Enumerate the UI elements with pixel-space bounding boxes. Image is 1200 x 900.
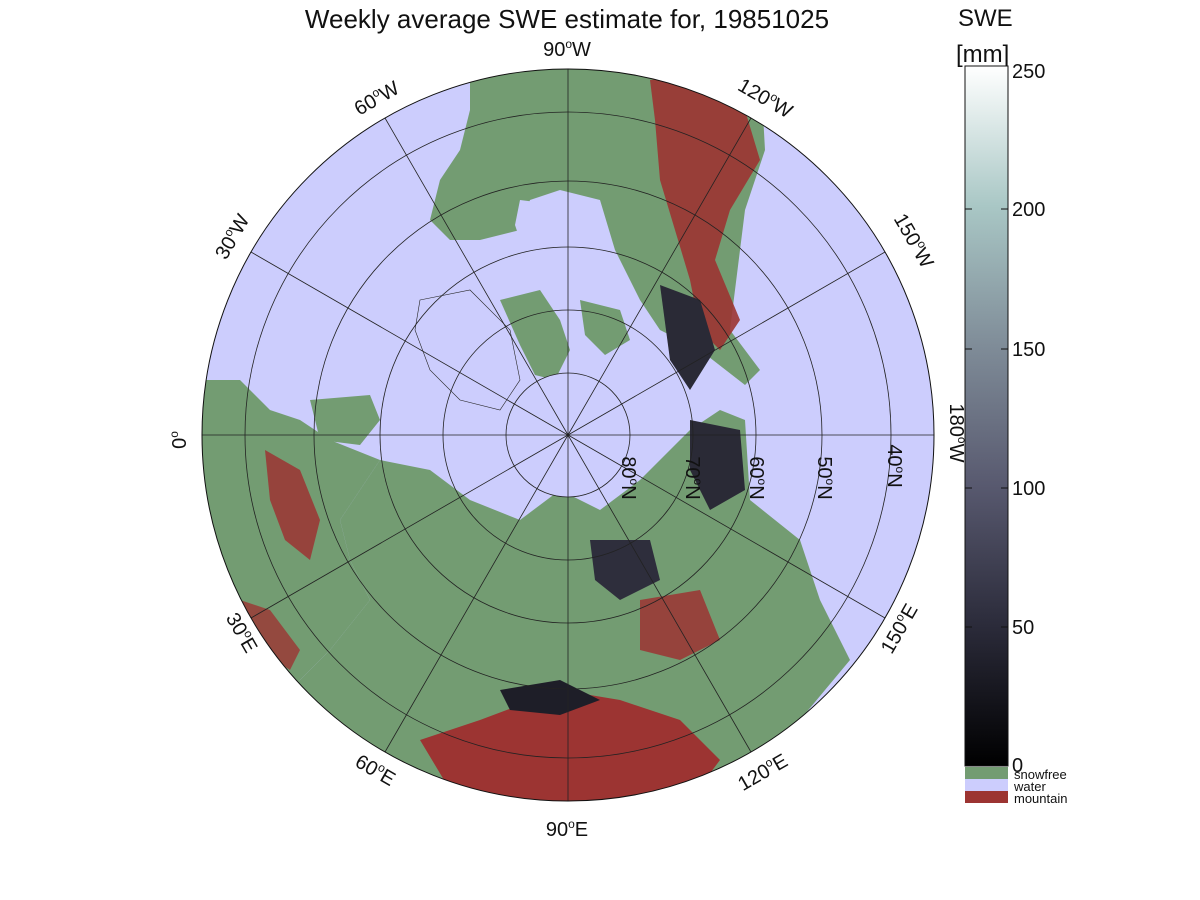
- colorbar-tick-100: 100: [1012, 478, 1045, 500]
- lon-label-90e: 90oE: [546, 817, 588, 841]
- lat-label-60n: 60oN: [745, 456, 769, 499]
- lon-label-150w: 150oW: [889, 209, 939, 272]
- colorbar-title-line1: SWE: [958, 5, 1013, 32]
- colorbar-category-snowfree-swatch: [965, 767, 1008, 779]
- colorbar-tick-150: 150: [1012, 339, 1045, 361]
- lat-label-50n: 50oN: [813, 456, 837, 499]
- colorbar: SWE [mm] 0 50 100 150 200 250 snowfree w…: [956, 5, 1067, 806]
- swe-snow-patch-canada: [660, 285, 715, 390]
- arctic-islands-2: [580, 300, 630, 355]
- polar-map: [202, 69, 934, 801]
- lat-label-40n: 40oN: [883, 444, 907, 487]
- colorbar-category-water-swatch: [965, 779, 1008, 791]
- colorbar-category-snowfree: snowfree: [1014, 767, 1067, 782]
- greenland-ice: [414, 289, 521, 411]
- colorbar-tick-250: 250: [1012, 61, 1045, 83]
- map-title: Weekly average SWE estimate for, 1985102…: [305, 4, 829, 34]
- swe-snow-patch-siberia: [690, 420, 745, 510]
- hudson-bay: [515, 200, 585, 275]
- lon-label-0: 0o: [167, 431, 191, 449]
- latitude-labels: 80oN 70oN 60oN 50oN 40oN: [617, 444, 907, 499]
- lat-label-80n: 80oN: [617, 456, 641, 499]
- colorbar-tick-50: 50: [1012, 617, 1034, 639]
- lon-label-30w: 30oW: [210, 210, 255, 264]
- greenland-land: [310, 395, 380, 445]
- himalaya-mountain: [420, 690, 720, 801]
- lon-label-90w: 90oW: [543, 37, 591, 61]
- arctic-islands: [500, 290, 570, 380]
- alps-mountain: [240, 600, 300, 670]
- swe-snow-patch-central: [590, 540, 660, 600]
- colorbar-category-mountain: mountain: [1014, 791, 1067, 806]
- rockies-mountain: [650, 75, 760, 350]
- colorbar-category-water: water: [1013, 779, 1046, 794]
- map-border: [201, 68, 935, 802]
- colorbar-ticks: [965, 208, 1008, 628]
- colorbar-category-mountain-swatch: [965, 791, 1008, 803]
- colorbar-tick-200: 200: [1012, 199, 1045, 221]
- scandinavia-mountain: [265, 450, 320, 560]
- siberia-mountain: [640, 590, 720, 660]
- colorbar-tick-0: 0: [1012, 755, 1023, 777]
- lon-label-180w: 180oW: [945, 404, 969, 463]
- colorbar-title-line2: [mm]: [956, 41, 1009, 68]
- lat-label-70n: 70oN: [681, 456, 705, 499]
- colorbar-gradient: [964, 65, 1009, 767]
- meridian-lines: [202, 69, 934, 801]
